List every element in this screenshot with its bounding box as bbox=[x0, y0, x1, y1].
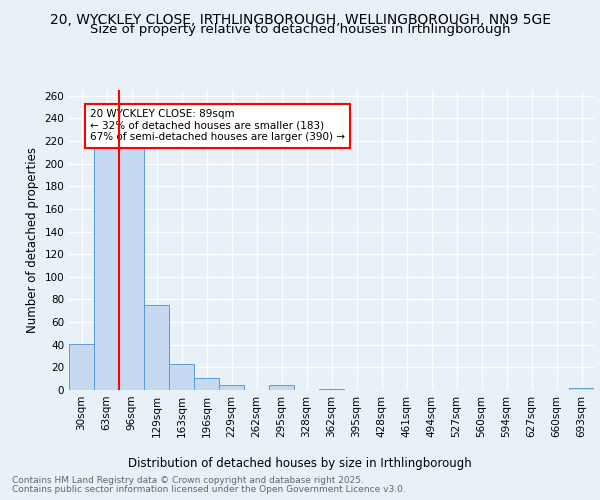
Bar bbox=[319, 389, 344, 390]
Y-axis label: Number of detached properties: Number of detached properties bbox=[26, 147, 39, 333]
Text: Contains public sector information licensed under the Open Government Licence v3: Contains public sector information licen… bbox=[12, 485, 406, 494]
Bar bbox=[269, 386, 294, 390]
Bar bbox=[69, 344, 94, 390]
Bar bbox=[144, 305, 169, 390]
Text: Distribution of detached houses by size in Irthlingborough: Distribution of detached houses by size … bbox=[128, 458, 472, 470]
Text: Size of property relative to detached houses in Irthlingborough: Size of property relative to detached ho… bbox=[90, 22, 510, 36]
Bar bbox=[194, 378, 219, 390]
Bar bbox=[169, 364, 194, 390]
Bar bbox=[219, 386, 244, 390]
Text: 20, WYCKLEY CLOSE, IRTHLINGBOROUGH, WELLINGBOROUGH, NN9 5GE: 20, WYCKLEY CLOSE, IRTHLINGBOROUGH, WELL… bbox=[49, 12, 551, 26]
Bar bbox=[569, 388, 594, 390]
Text: 20 WYCKLEY CLOSE: 89sqm
← 32% of detached houses are smaller (183)
67% of semi-d: 20 WYCKLEY CLOSE: 89sqm ← 32% of detache… bbox=[90, 109, 345, 142]
Bar bbox=[94, 130, 119, 390]
Bar bbox=[119, 146, 144, 390]
Text: Contains HM Land Registry data © Crown copyright and database right 2025.: Contains HM Land Registry data © Crown c… bbox=[12, 476, 364, 485]
